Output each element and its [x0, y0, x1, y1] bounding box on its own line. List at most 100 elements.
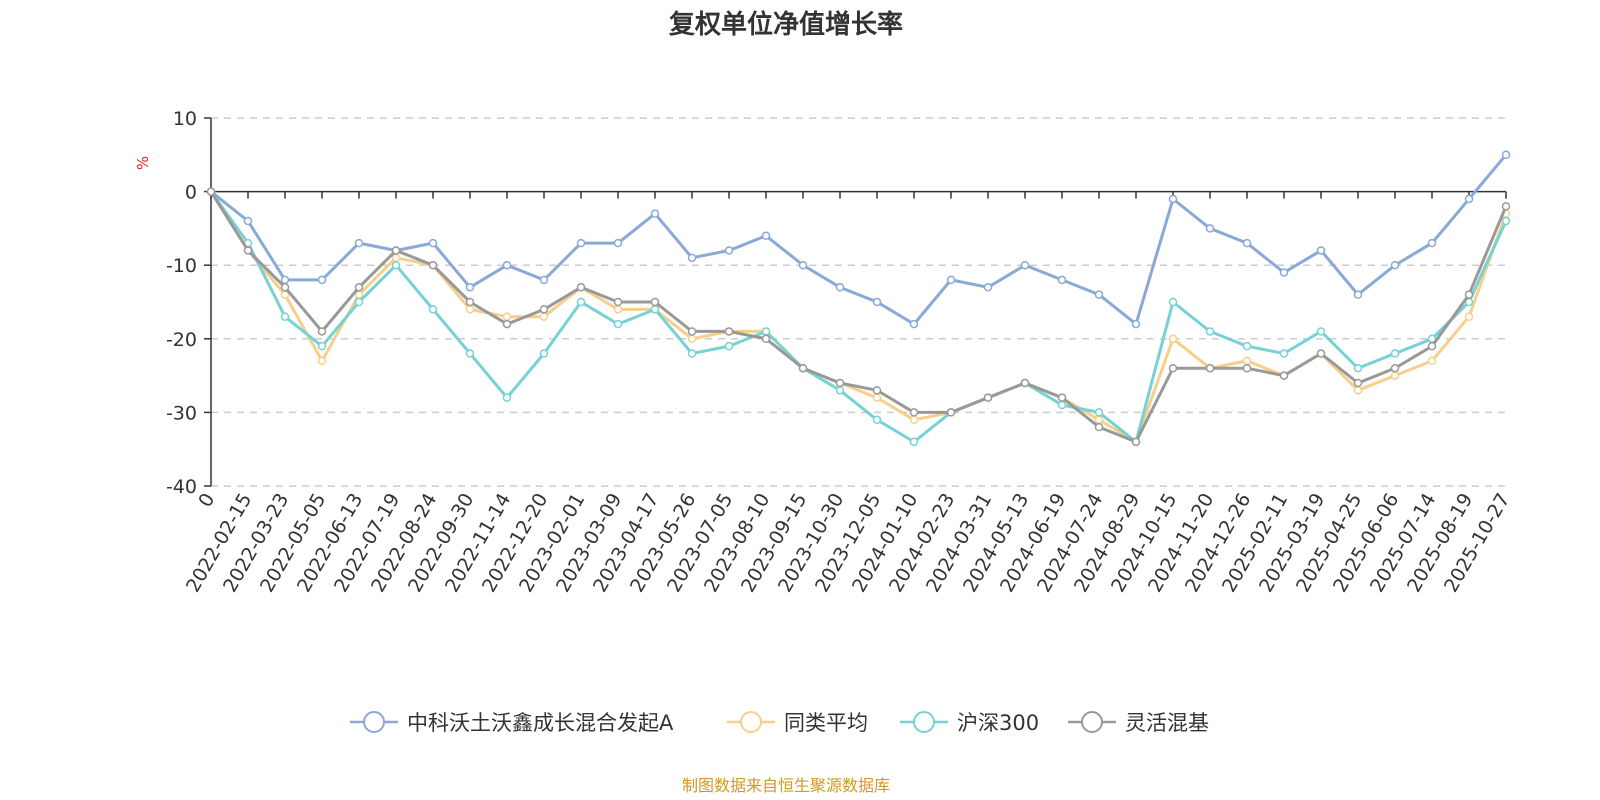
data-point [983, 283, 993, 292]
legend-marker [740, 711, 762, 733]
x-axis-ticks: 02022-02-152022-03-232022-05-052022-06-1… [182, 191, 1514, 596]
data-point [835, 283, 845, 292]
data-point [835, 378, 845, 388]
data-point [1094, 422, 1104, 432]
data-point [354, 238, 364, 248]
data-point [539, 275, 549, 285]
legend-label: 沪深300 [957, 711, 1039, 735]
legend-item[interactable]: 同类平均 [727, 711, 868, 735]
data-point [1353, 363, 1363, 373]
data-point [465, 305, 475, 314]
data-point [687, 253, 697, 263]
data-point [1205, 327, 1215, 336]
data-point [946, 275, 956, 285]
y-axis-ticks: 10 0 -10 -20 -30 -40 [166, 108, 1506, 498]
legend-marker [1081, 711, 1103, 733]
data-point [243, 246, 253, 255]
source-note: 制图数据来自恒生聚源数据库 [682, 776, 890, 795]
data-point [280, 283, 290, 292]
data-point [1464, 312, 1474, 321]
data-point [1501, 216, 1511, 226]
data-point [317, 356, 327, 366]
data-point [502, 393, 512, 402]
data-point [687, 334, 697, 344]
data-point [1353, 386, 1363, 395]
data-point [613, 297, 623, 307]
y-tick-label: -40 [166, 476, 197, 498]
data-point [576, 238, 586, 248]
data-point [1427, 238, 1437, 248]
data-point [1168, 363, 1178, 373]
data-point [1242, 238, 1252, 248]
data-point [576, 283, 586, 292]
data-point [1464, 194, 1474, 204]
data-point [724, 246, 734, 255]
legend-item[interactable]: 沪深300 [900, 711, 1039, 735]
data-point [1390, 363, 1400, 373]
data-point [909, 415, 919, 425]
data-point [613, 305, 623, 314]
data-point [798, 260, 808, 270]
data-point [909, 437, 919, 447]
data-point [761, 231, 771, 241]
data-point [650, 305, 660, 314]
y-tick-label: -20 [166, 329, 197, 351]
data-point [983, 393, 993, 402]
grid-lines [211, 117, 1506, 487]
legend-label: 中科沃土沃鑫成长混合发起A [407, 711, 674, 735]
data-point [798, 363, 808, 373]
data-point [1242, 356, 1252, 366]
series-line-0 [210, 153, 1508, 326]
y-axis-unit: % [134, 156, 152, 170]
y-tick-label: -30 [166, 402, 197, 424]
data-point [1353, 378, 1363, 388]
data-point [1464, 290, 1474, 299]
legend[interactable]: 中科沃土沃鑫成长混合发起A 同类平均 沪深300 灵活混基 [350, 711, 1209, 735]
data-point [1501, 150, 1511, 160]
legend-item[interactable]: 灵活混基 [1068, 711, 1209, 735]
data-point [1242, 341, 1252, 351]
data-point [761, 334, 771, 344]
data-point [724, 327, 734, 336]
data-point [354, 283, 364, 292]
data-point [465, 349, 475, 358]
data-point [1205, 363, 1215, 373]
data-point [1168, 194, 1178, 204]
data-point [1168, 334, 1178, 344]
data-point [872, 415, 882, 425]
data-point [502, 260, 512, 270]
data-point [650, 297, 660, 307]
legend-item[interactable]: 中科沃土沃鑫成长混合发起A [350, 711, 674, 735]
data-point [354, 297, 364, 307]
data-point [1020, 378, 1030, 388]
data-point [1094, 408, 1104, 417]
data-point [317, 341, 327, 351]
data-point [613, 238, 623, 248]
data-point [317, 327, 327, 336]
data-point [539, 312, 549, 321]
legend-marker [913, 711, 935, 733]
data-point [1427, 341, 1437, 351]
data-point [1427, 356, 1437, 366]
data-point [1390, 260, 1400, 270]
data-point [724, 341, 734, 351]
data-point [1279, 349, 1289, 358]
data-point [465, 283, 475, 292]
data-point [539, 349, 549, 358]
data-point [243, 216, 253, 226]
data-point [391, 253, 401, 263]
data-point [1094, 415, 1104, 425]
data-point [1279, 371, 1289, 380]
data-point [576, 297, 586, 307]
data-point [428, 260, 438, 270]
data-point [1094, 290, 1104, 299]
legend-label: 同类平均 [784, 711, 868, 735]
y-tick-label: -10 [166, 255, 197, 277]
data-point [1057, 275, 1067, 285]
data-point [872, 393, 882, 402]
data-point [502, 312, 512, 321]
chart-title: 复权单位净值增长率 [669, 9, 903, 40]
data-point [1279, 268, 1289, 277]
data-point [761, 327, 771, 336]
data-point [1316, 246, 1326, 255]
